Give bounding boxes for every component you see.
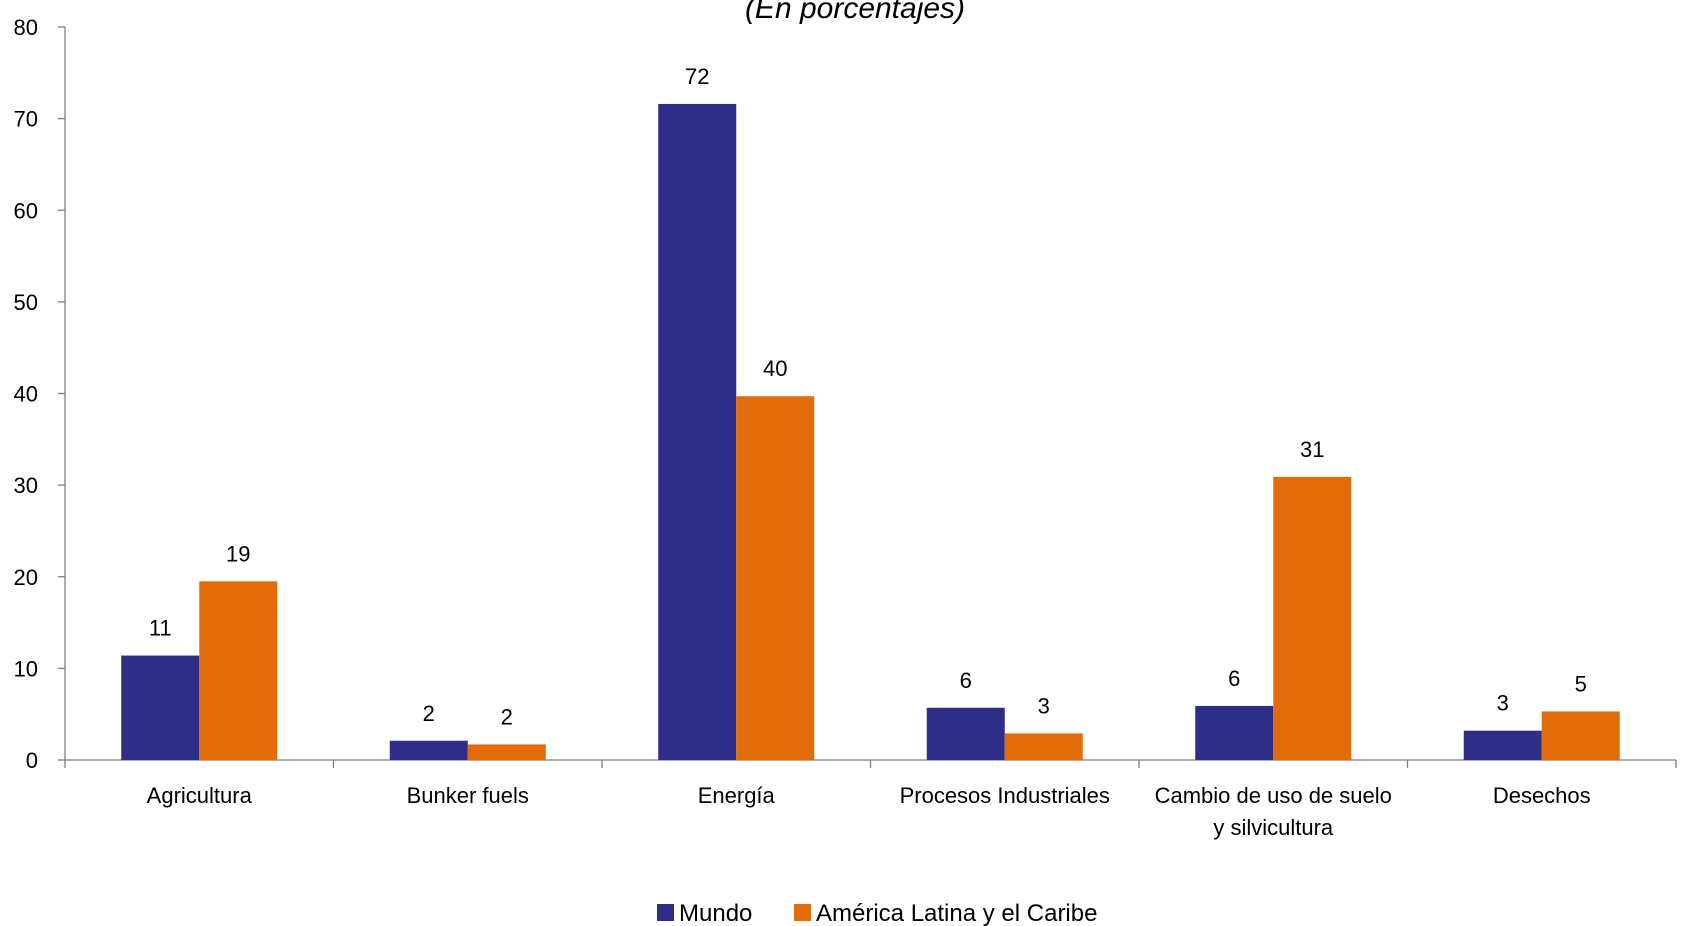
- data-label: 5: [1575, 671, 1587, 696]
- data-label: 19: [226, 541, 250, 566]
- x-category-label: Cambio de uso de suelo: [1155, 783, 1392, 808]
- data-label: 3: [1497, 691, 1509, 716]
- legend: Mundo América Latina y el Caribe: [657, 900, 1097, 926]
- bar-mundo: [658, 103, 737, 761]
- x-category-label: y silvicultura: [1213, 815, 1334, 840]
- legend-label: América Latina y el Caribe: [816, 900, 1097, 926]
- y-tick-label: 40: [14, 382, 38, 407]
- data-label: 11: [149, 616, 172, 641]
- y-tick-label: 80: [14, 15, 38, 40]
- data-label: 6: [1228, 666, 1240, 691]
- y-tick-label: 20: [14, 565, 38, 590]
- x-category-label: Agricultura: [147, 783, 253, 808]
- x-category-label: Energía: [698, 783, 776, 808]
- bar-america-latina: [1541, 711, 1620, 760]
- x-category-label: Bunker fuels: [407, 783, 529, 808]
- legend-label: Mundo: [679, 900, 752, 926]
- data-label: 31: [1300, 437, 1324, 462]
- chart-subtitle: (En porcentajes): [745, 0, 965, 25]
- legend-swatch: [657, 904, 674, 921]
- y-tick-label: 30: [14, 473, 38, 498]
- bar-mundo: [1195, 705, 1274, 760]
- data-label: 2: [501, 704, 513, 729]
- bar-mundo: [926, 707, 1005, 760]
- data-labels: 11 2 72 6 6 3 19 2 40 3 31 5: [149, 64, 1587, 729]
- bar-america-latina: [199, 581, 278, 760]
- data-label: 3: [1038, 693, 1050, 718]
- data-label: 72: [685, 64, 709, 89]
- y-tick-label: 60: [14, 198, 38, 223]
- x-category-label: Desechos: [1493, 783, 1591, 808]
- y-tick-label: 0: [26, 748, 38, 773]
- bar-mundo: [389, 740, 468, 760]
- data-label: 2: [423, 701, 435, 726]
- y-tick-label: 70: [14, 107, 38, 132]
- y-tick-label: 10: [14, 656, 38, 681]
- bar-mundo: [121, 655, 200, 760]
- bar-america-latina: [736, 396, 815, 760]
- axes: 0 10 20 30 40 50 60 70 80 Agricultura Bunker fuels…: [14, 15, 1677, 840]
- data-label: 6: [960, 668, 972, 693]
- bar-america-latina: [1004, 733, 1083, 760]
- bar-america-latina: [1273, 476, 1352, 760]
- bar-america-latina: [467, 744, 546, 760]
- data-label: 40: [763, 356, 787, 381]
- bars: [121, 103, 1620, 761]
- bar-mundo: [1463, 730, 1542, 760]
- x-category-label: Procesos Industriales: [900, 783, 1110, 808]
- legend-swatch: [794, 904, 811, 921]
- y-tick-label: 50: [14, 290, 38, 315]
